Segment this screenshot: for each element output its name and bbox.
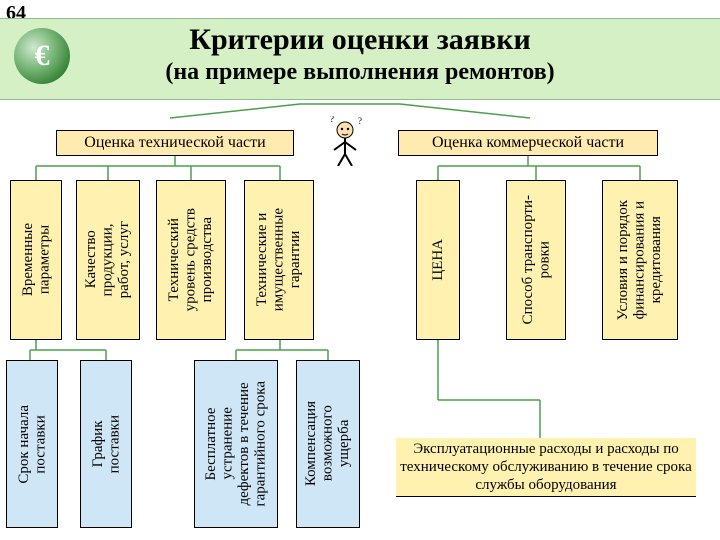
box-price: ЦЕНА: [416, 180, 460, 340]
box-compensation: Компенсация возможного ущерба: [296, 360, 360, 528]
label: Технический уровень средств производства: [166, 208, 216, 311]
box-schedule: График поставки: [80, 360, 132, 528]
box-time-params: Временные параметры: [10, 180, 62, 340]
label: Временные параметры: [20, 223, 53, 296]
label: Срок начала поставки: [16, 405, 49, 484]
box-guarantees: Технические и имущественные гарантии: [244, 180, 314, 340]
bottom-note: Эксплуатационные расходы и расходы по те…: [396, 438, 696, 497]
section-technical: Оценка технической части: [56, 130, 294, 156]
box-start-delivery: Срок начала поставки: [6, 360, 58, 528]
box-quality: Качество продукции, работ, услуг: [76, 180, 140, 340]
box-free-repair: Бесплатное устранение дефектов в течение…: [194, 360, 278, 528]
svg-text:?: ?: [358, 116, 362, 126]
label: Способ транспорти- ровки: [520, 195, 553, 324]
logo-icon: €: [14, 28, 70, 84]
label: Условия и порядок финансирования и креди…: [615, 200, 665, 320]
label: Компенсация возможного ущерба: [303, 401, 353, 486]
label: Бесплатное устранение дефектов в течение…: [203, 381, 269, 507]
label: Технические и имущественные гарантии: [254, 208, 304, 311]
svg-text:?: ?: [330, 116, 334, 124]
label: График поставки: [90, 415, 123, 473]
box-tech-level: Технический уровень средств производства: [156, 180, 226, 340]
section-commercial: Оценка коммерческой части: [398, 130, 658, 156]
box-finance: Условия и порядок финансирования и креди…: [602, 180, 678, 340]
title-sub: (на примере выполнения ремонтов): [0, 59, 720, 86]
title-band: Критерии оценки заявки (на примере выпол…: [0, 18, 720, 100]
thinker-icon: ? ?: [320, 116, 370, 166]
label: Качество продукции, работ, услуг: [83, 221, 133, 298]
title-main: Критерии оценки заявки: [0, 23, 720, 57]
box-transport: Способ транспорти- ровки: [506, 180, 566, 340]
label: ЦЕНА: [430, 239, 447, 281]
